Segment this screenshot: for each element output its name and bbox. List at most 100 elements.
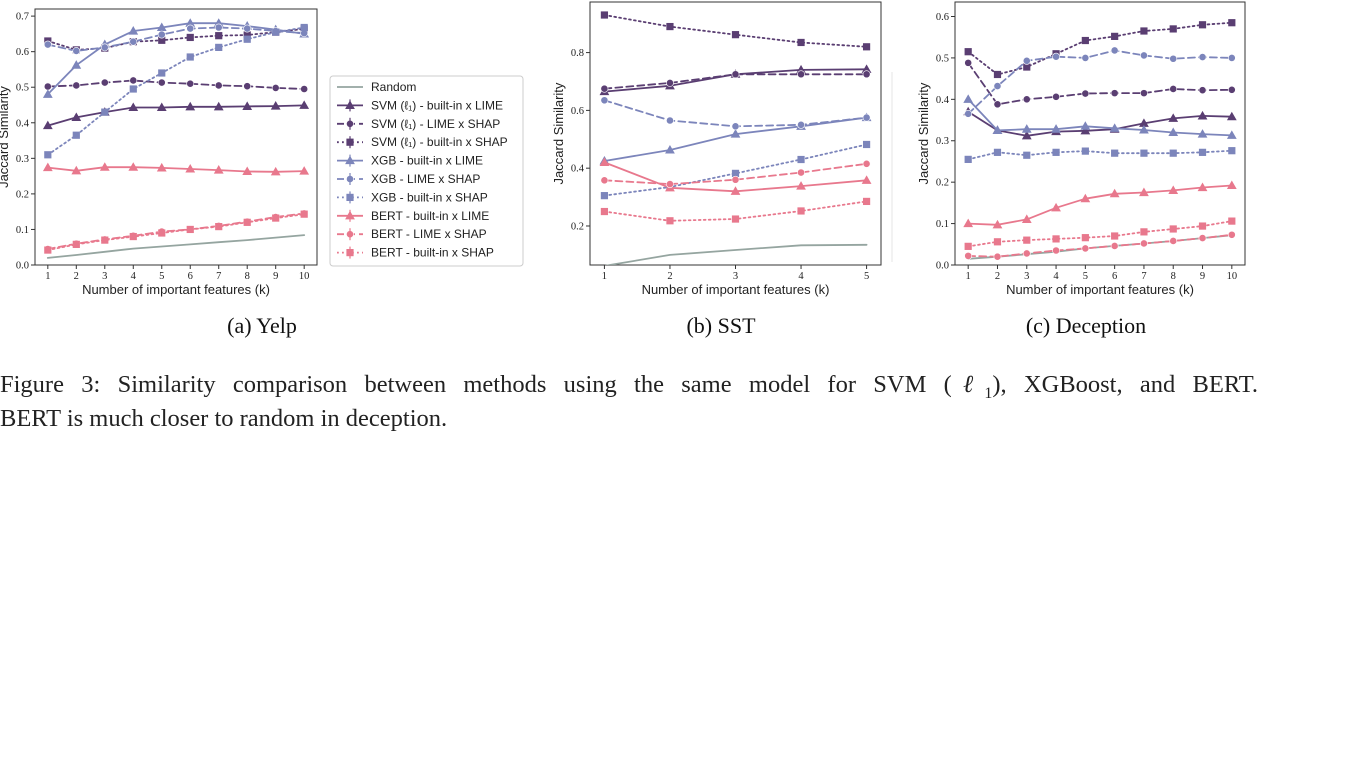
y-tick-label: 0.8 [571,48,584,59]
data-point [1052,148,1060,156]
data-point [1168,185,1179,194]
data-point [156,22,167,32]
series-line [967,98,1233,137]
data-point [1022,56,1031,65]
data-point [42,89,53,98]
data-point [993,100,1002,109]
data-point [1022,249,1031,258]
data-point [731,122,740,131]
data-point [993,252,1002,261]
data-point [964,48,972,56]
series-line [46,166,306,173]
data-point [299,166,310,175]
data-point [1169,149,1177,157]
data-point [1227,85,1236,94]
data-point [666,217,674,225]
data-point [862,159,871,168]
x-tick-label: 2 [74,271,79,282]
x-tick-label: 6 [188,271,193,282]
data-point [993,148,1002,156]
data-point [42,120,53,130]
chart-panel-yelp: 0.0 0.1 0.2 0.3 0.4 0.5 0.6 0.7 1 2 3 4 5 6 7 8 9 10 Numbe… [0,8,318,338]
data-point [862,197,871,206]
data-point [72,47,81,55]
data-point [797,155,805,164]
series-line [46,22,306,96]
series-svm-l1-lime-x-shap [43,76,309,93]
data-point [157,30,166,39]
legend-label: SVM (ℓ₁) - LIME x SHAP [371,117,500,131]
data-point [100,43,109,52]
data-point [1023,151,1031,159]
data-point [1052,52,1060,61]
data-point [1052,92,1060,101]
figure-caption-line-2: BERT is much closer to random in decepti… [0,405,448,432]
x-tick-label: 1 [966,271,971,282]
data-point [101,236,109,244]
series-svm-l1-built-in-x-shap [964,19,1236,79]
data-point [993,82,1002,90]
series-xgb-lime-x-shap [964,46,1236,118]
data-point [963,218,974,228]
data-point [1140,89,1148,98]
x-tick-label: 7 [216,271,221,282]
data-point [213,101,224,111]
series-line [46,104,306,127]
legend-label: SVM (ℓ₁) - built-in x LIME [371,98,503,112]
series-line [46,26,306,52]
x-tick-label: 5 [1083,271,1088,282]
legend-box [329,75,524,267]
caption-subscript: 1 [984,384,993,402]
series-line [967,220,1233,248]
legend-entry-xgb-built-in-x-shap: XGB - built-in x SHAP [337,190,488,204]
data-point [1169,25,1177,33]
y-tick-label: 0.2 [936,178,949,189]
y-tick-label: 0.3 [16,154,29,165]
plot-frame-deception [954,1,1246,266]
plot-area-yelp [42,18,310,259]
data-point [1169,237,1178,245]
series-line [46,213,306,251]
data-point [242,101,253,110]
data-point [1226,130,1237,139]
data-point [128,162,139,171]
data-point [186,225,194,234]
data-point [731,175,740,184]
data-point [1168,113,1179,122]
x-tick-label: 1 [602,271,607,282]
y-tick-label: 0.6 [571,106,584,117]
data-point [1081,54,1090,62]
x-tick-label: 4 [131,271,137,282]
data-point [215,223,223,231]
data-point [1023,236,1031,244]
chart-panel-deception: 0.0 0.1 0.2 0.3 0.4 0.5 0.6 1 2 3 4 5 6 7 8 9 10 Number o… [916,1,1246,338]
data-point [129,85,137,93]
series-bert-lime-x-shap [600,159,871,188]
legend-entry-bert-built-in-x-shap: BERT - built-in x SHAP [337,246,494,260]
legend-entry-svm-l1-built-in-x-shap: SVM (ℓ₁) - built-in x SHAP [337,135,508,149]
y-tick-label: 0.2 [571,221,584,232]
x-tick-label: 9 [1200,271,1205,282]
data-point [185,101,196,111]
data-point [1111,32,1119,40]
data-point [1110,89,1119,98]
data-point [71,60,82,69]
data-point [71,112,82,121]
y-axis-label: Jaccard Similarity [0,86,11,188]
data-point [1110,242,1119,250]
series-line [967,49,1233,115]
data-point [600,192,609,200]
data-point [158,229,166,237]
data-point [270,166,281,176]
data-point [186,33,194,42]
data-point [964,242,972,250]
data-point [1198,86,1207,95]
plot-area-sst [599,11,872,265]
series-bert-built-in-x-shap [44,210,308,254]
data-point [963,94,974,103]
series-svm-l1-built-in-x-lime [599,64,872,96]
subcaption-sst: (b) SST [686,313,756,338]
data-point [158,36,166,44]
series-xgb-built-in-x-lime [599,112,872,165]
